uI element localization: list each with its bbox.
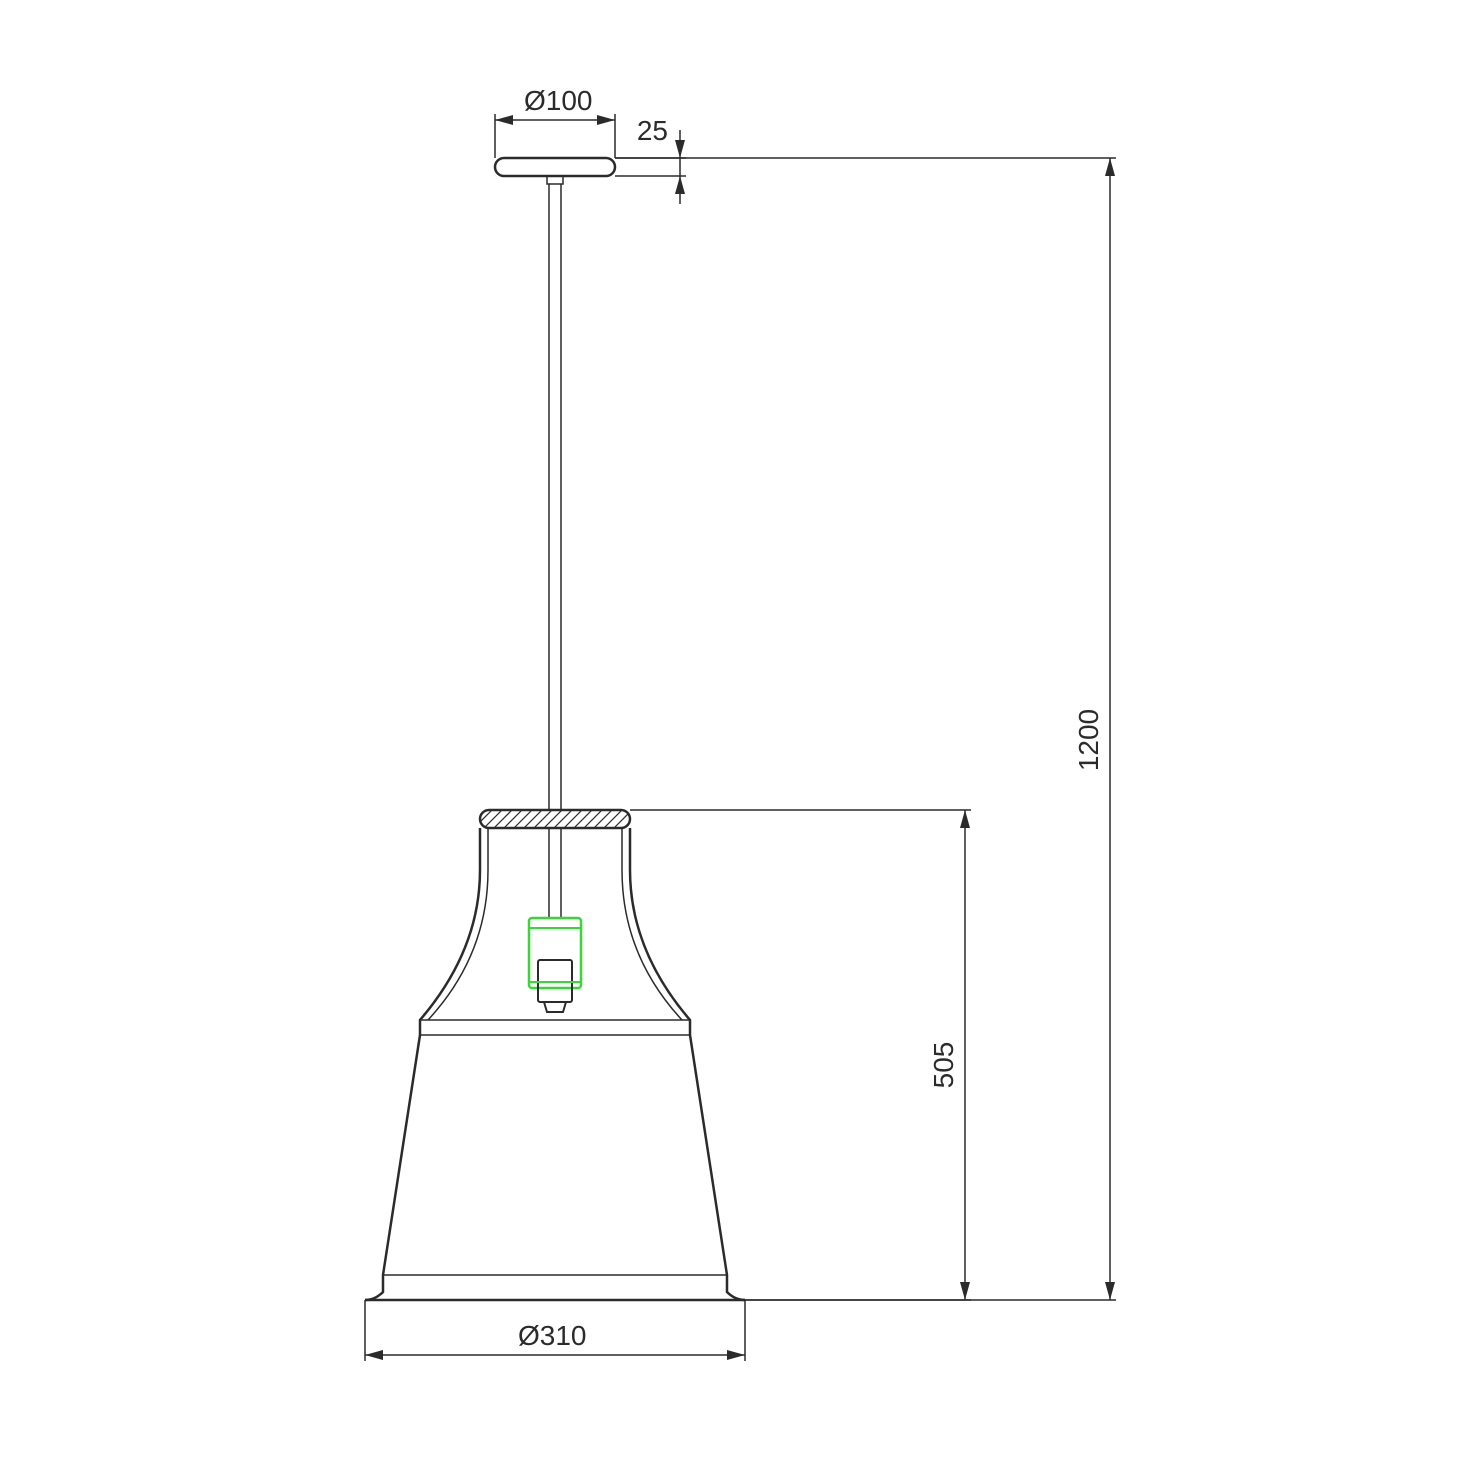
dim-canopy-dia: Ø100 (524, 85, 593, 116)
dim-canopy-height: 25 (637, 115, 668, 146)
dim-shade-height: 505 (928, 1042, 959, 1089)
dim-shade-dia: Ø310 (518, 1320, 587, 1351)
pendant-lamp (365, 158, 796, 1300)
dim-overall-height: 1200 (1073, 709, 1104, 771)
dimensions (365, 114, 1116, 1361)
